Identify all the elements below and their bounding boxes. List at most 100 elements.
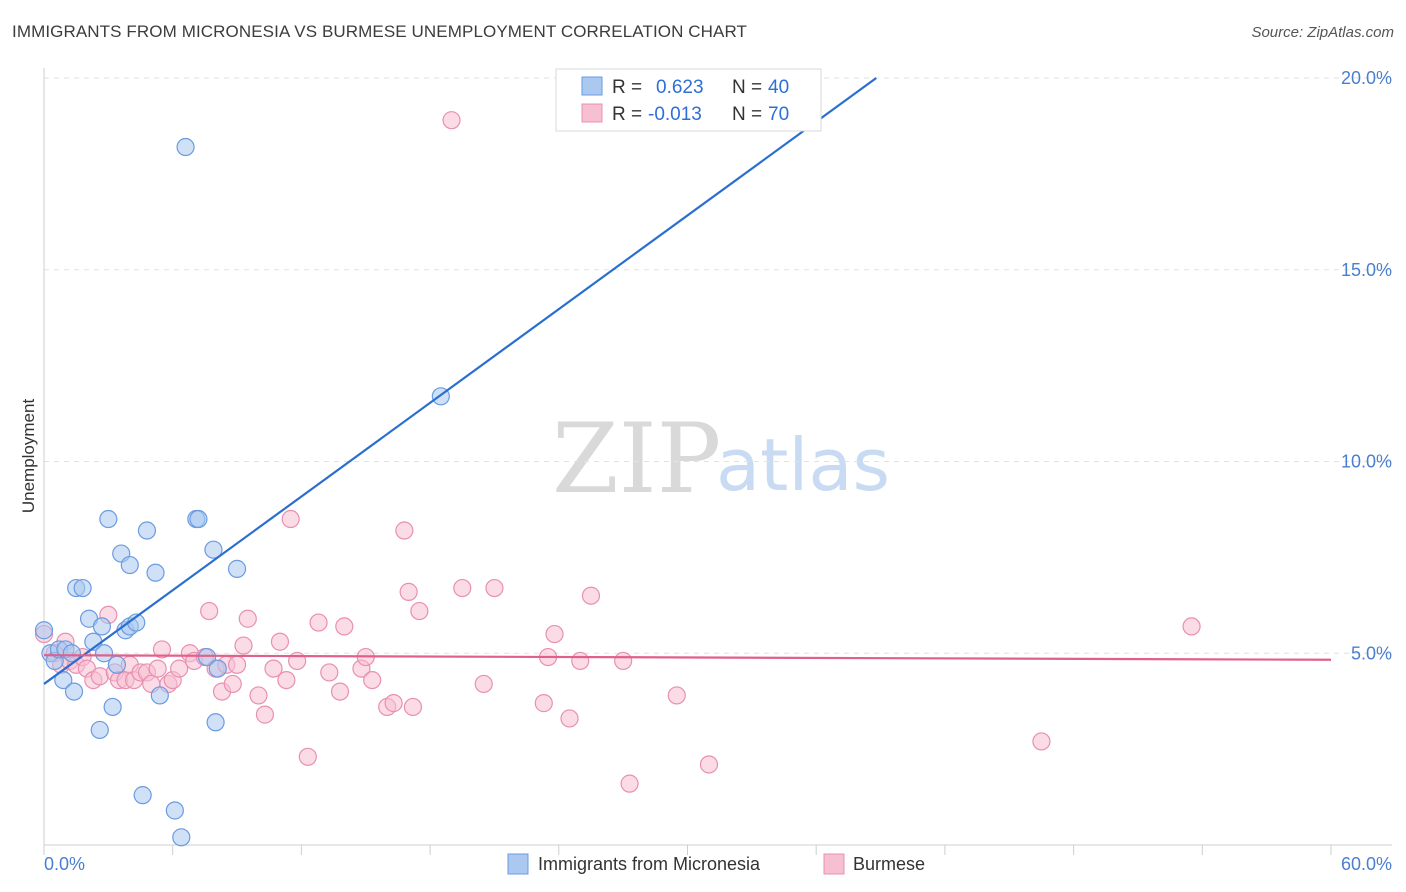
burmese-point	[90, 667, 109, 686]
burmese-point	[474, 674, 493, 694]
y-tick-label-15: 15.0%	[1341, 260, 1392, 280]
burmese-point	[281, 509, 300, 529]
burmese-point	[614, 651, 633, 671]
burmese-point	[560, 709, 579, 728]
micronesia-point	[107, 655, 127, 674]
micronesia-point	[94, 644, 114, 663]
burmese-point	[270, 632, 290, 651]
x-tick-label-min: 0.0%	[44, 854, 85, 874]
micronesia-point	[206, 713, 225, 732]
burmese-point	[384, 694, 403, 713]
burmese-point	[442, 111, 461, 130]
micronesia-point	[165, 801, 184, 820]
burmese-point	[403, 697, 423, 717]
micronesia-point	[62, 644, 81, 663]
watermark-zip: ZIP	[552, 403, 721, 515]
legend-r-label-pink: R =	[612, 104, 642, 125]
bottom-legend-label-micronesia: Immigrants from Micronesia	[538, 854, 761, 874]
trendlines	[43, 77, 1332, 685]
burmese-point	[485, 578, 504, 598]
gridlines	[44, 77, 1392, 654]
micronesia-point	[34, 621, 54, 640]
burmese-point	[395, 521, 414, 540]
burmese-point	[410, 601, 429, 621]
burmese-point	[399, 582, 418, 601]
burmese-point	[320, 663, 339, 682]
burmese-point	[534, 694, 553, 713]
burmese-point	[238, 609, 257, 628]
burmese-point	[330, 682, 350, 701]
burmese-point	[234, 636, 253, 655]
micronesia-point	[227, 559, 247, 578]
burmese-trendline	[43, 654, 1332, 661]
burmese-point	[1182, 617, 1201, 636]
micronesia-point	[90, 720, 109, 740]
axes	[43, 68, 1392, 855]
burmese-point	[545, 624, 564, 644]
x-tick-label-max: 60.0%	[1341, 854, 1392, 874]
correlation-legend: R = 0.623 N = 40 R = -0.013 N = 70	[555, 68, 822, 132]
micronesia-trendline	[43, 77, 877, 685]
legend-swatch-pink	[581, 103, 603, 123]
burmese-point	[227, 655, 247, 674]
burmese-point	[667, 686, 686, 705]
y-tick-labels: 5.0% 10.0% 15.0% 20.0%	[1341, 68, 1392, 663]
micronesia-point	[176, 137, 195, 157]
burmese-point	[170, 659, 189, 678]
burmese-points	[34, 111, 1201, 793]
micronesia-point	[204, 540, 223, 559]
burmese-point	[223, 674, 242, 694]
y-tick-label-10: 10.0%	[1341, 452, 1392, 472]
burmese-point	[255, 705, 275, 724]
burmese-point	[363, 670, 382, 690]
legend-n-label-pink: N =	[732, 104, 762, 125]
micronesia-point	[64, 682, 84, 701]
micronesia-point	[197, 647, 217, 667]
burmese-point	[571, 651, 590, 671]
burmese-point	[581, 586, 601, 605]
burmese-point	[1032, 732, 1051, 751]
legend-n-label-blue: N =	[732, 77, 762, 98]
legend-n-value-pink: 70	[768, 104, 789, 125]
micronesia-point	[73, 578, 92, 598]
micronesia-point	[208, 659, 227, 678]
micronesia-point	[120, 555, 139, 575]
burmese-point	[620, 774, 639, 793]
micronesia-point	[92, 617, 112, 636]
burmese-point	[453, 578, 472, 598]
burmese-point	[249, 686, 268, 705]
micronesia-point	[103, 697, 122, 717]
burmese-point	[309, 613, 328, 632]
micronesia-point	[133, 786, 152, 805]
chart-title: IMMIGRANTS FROM MICRONESIA VS BURMESE UN…	[12, 22, 748, 41]
source-label: Source: ZipAtlas.com	[1251, 24, 1394, 41]
series-legend: Immigrants from Micronesia Burmese	[507, 853, 925, 875]
y-tick-label-5: 5.0%	[1351, 643, 1392, 663]
legend-r-label-blue: R =	[612, 77, 642, 98]
legend-n-value-blue: 40	[768, 77, 789, 98]
micronesia-point	[150, 686, 169, 705]
burmese-point	[277, 670, 296, 690]
bottom-legend-label-burmese: Burmese	[853, 854, 925, 874]
watermark-atlas: atlas	[716, 423, 890, 507]
micronesia-point	[189, 509, 208, 529]
micronesia-point	[146, 563, 165, 582]
burmese-point	[148, 659, 167, 678]
burmese-point	[298, 747, 317, 766]
y-axis-label: Unemployment	[19, 399, 38, 514]
micronesia-point	[172, 828, 191, 847]
y-tick-label-20: 20.0%	[1341, 68, 1392, 88]
micronesia-points	[34, 137, 450, 847]
micronesia-point	[137, 521, 157, 540]
burmese-point	[699, 755, 719, 774]
burmese-point	[335, 617, 354, 636]
burmese-point	[152, 640, 172, 659]
legend-r-value-blue: 0.623	[656, 77, 704, 98]
burmese-point	[264, 659, 283, 678]
legend-swatch-blue	[581, 76, 603, 96]
bottom-legend-swatch-burmese	[823, 853, 845, 875]
bottom-legend-swatch-micronesia	[507, 853, 529, 875]
legend-r-value-pink: -0.013	[648, 104, 702, 125]
burmese-point	[200, 601, 219, 621]
